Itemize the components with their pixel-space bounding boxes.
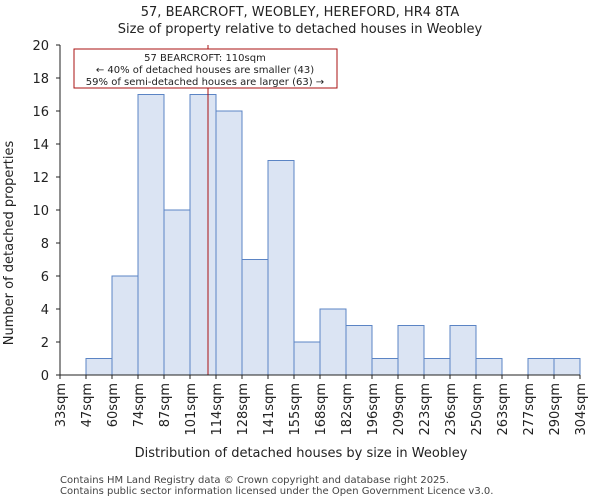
y-tick-label: 6	[41, 270, 49, 285]
x-tick-label: 196sqm	[366, 383, 381, 436]
annotation-frame	[73, 48, 338, 89]
x-tick-label: 223sqm	[418, 383, 433, 436]
x-tick-label: 101sqm	[184, 383, 199, 436]
x-tick-label: 304sqm	[574, 383, 589, 436]
x-tick-label: 168sqm	[314, 383, 329, 436]
histogram-bar-196sqm	[371, 358, 399, 376]
x-tick-label: 60sqm	[106, 383, 121, 427]
histogram-bar-277sqm	[527, 358, 555, 376]
x-tick-label: 114sqm	[210, 383, 225, 436]
histogram-bar-101sqm	[189, 94, 217, 376]
y-axis-label: Number of detached properties	[2, 141, 17, 346]
x-tick-label: 155sqm	[288, 383, 303, 436]
histogram-bar-182sqm	[345, 325, 373, 376]
y-tick-label: 0	[41, 369, 49, 384]
annotation-line-2: ← 40% of detached houses are smaller (43…	[96, 65, 314, 76]
histogram-bar-128sqm	[241, 259, 269, 376]
y-tick-label: 12	[32, 171, 49, 186]
y-tick-label: 10	[32, 204, 49, 219]
histogram-bar-209sqm	[397, 325, 425, 376]
x-tick-label: 74sqm	[132, 383, 147, 427]
x-tick-label: 47sqm	[80, 383, 95, 427]
x-tick-label: 33sqm	[54, 383, 69, 427]
histogram-bar-141sqm	[267, 160, 295, 376]
y-tick-label: 8	[41, 237, 49, 252]
histogram-bar-74sqm	[137, 94, 165, 376]
histogram-bar-114sqm	[215, 110, 243, 376]
x-tick-label: 141sqm	[262, 383, 277, 436]
footer-line-1: Contains HM Land Registry data © Crown c…	[60, 475, 449, 486]
histogram-bar-168sqm	[319, 308, 347, 376]
x-tick-label: 263sqm	[496, 383, 511, 436]
annotation-box: 57 BEARCROFT: 110sqm ← 40% of detached h…	[73, 48, 338, 89]
y-tick-label: 18	[32, 72, 49, 87]
x-tick-label: 128sqm	[236, 383, 251, 436]
x-tick-label: 236sqm	[444, 383, 459, 436]
x-axis-label: Distribution of detached houses by size …	[135, 446, 468, 461]
y-tick-label: 4	[41, 303, 49, 318]
x-tick-label: 87sqm	[158, 383, 173, 427]
histogram-bar-236sqm	[449, 325, 477, 376]
x-tick-label: 277sqm	[522, 383, 537, 436]
histogram-bar-250sqm	[475, 358, 503, 376]
x-tick-label: 290sqm	[548, 383, 563, 436]
histogram-bar-155sqm	[293, 341, 321, 376]
annotation-line-3: 59% of semi-detached houses are larger (…	[86, 77, 324, 88]
annotation-line-1: 57 BEARCROFT: 110sqm	[144, 53, 266, 64]
y-tick-label: 20	[32, 39, 49, 54]
histogram-bar-290sqm	[553, 358, 581, 376]
chart-title: 57, BEARCROFT, WEOBLEY, HEREFORD, HR4 8T…	[141, 5, 460, 20]
x-tick-label: 250sqm	[470, 383, 485, 436]
x-tick-label: 209sqm	[392, 383, 407, 436]
histogram-bar-47sqm	[85, 358, 113, 376]
y-tick-label: 16	[32, 105, 49, 120]
y-tick-label: 2	[41, 336, 49, 351]
x-tick-label: 182sqm	[340, 383, 355, 436]
histogram-bar-223sqm	[423, 358, 451, 376]
y-tick-label: 14	[32, 138, 49, 153]
chart-subtitle: Size of property relative to detached ho…	[118, 22, 483, 37]
footer-line-2: Contains public sector information licen…	[60, 486, 493, 497]
histogram-bar-87sqm	[163, 209, 191, 376]
histogram-bar-60sqm	[111, 275, 139, 376]
